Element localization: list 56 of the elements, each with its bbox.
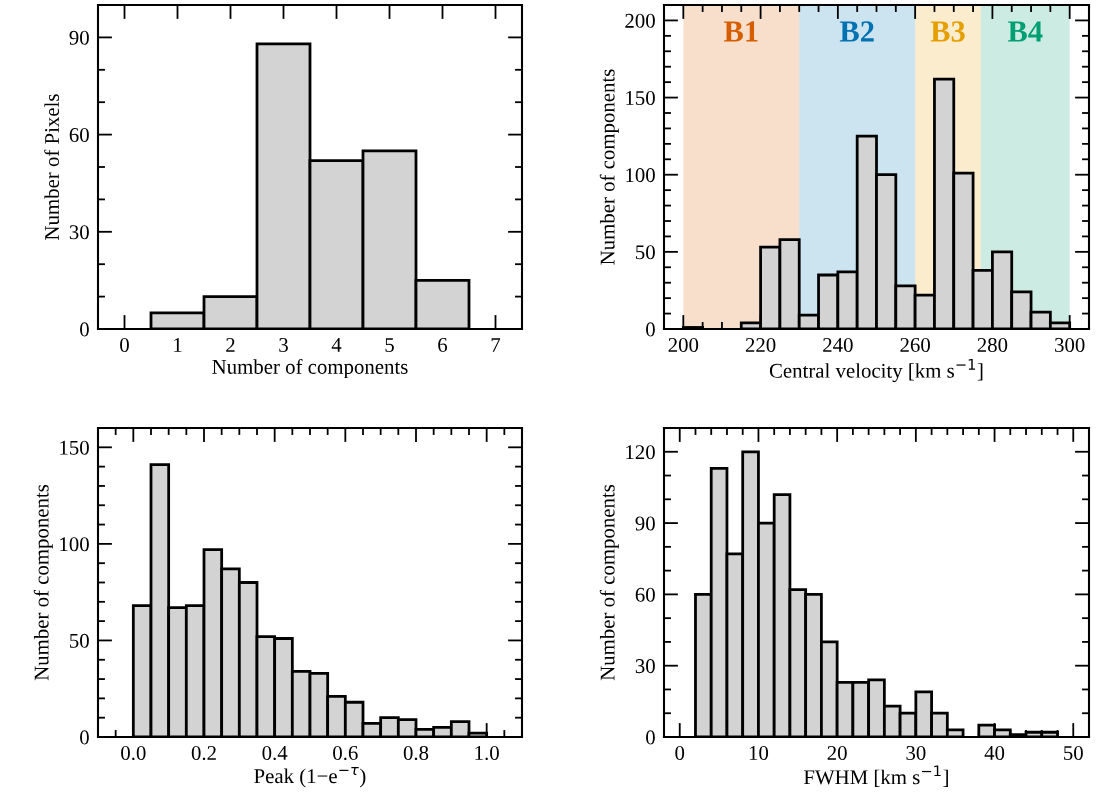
x-tick-label: 50 [1064, 745, 1083, 760]
y-tick-label: 30 [69, 225, 89, 240]
x-axis-title: Peak (1−e$^{−τ}$) [254, 767, 366, 788]
x-tick-label: 220 [745, 337, 776, 352]
x-tick-label: 1 [174, 338, 182, 352]
y-tick-label: 100 [626, 168, 655, 183]
y-tick-label: 90 [635, 516, 655, 531]
x-tick-label: 0.0 [121, 745, 146, 761]
x-tick-label: 0.6 [333, 745, 358, 761]
x-tick-label: 260 [900, 337, 930, 352]
x-tick-label: 40 [984, 745, 1005, 760]
y-axis-title: Number of components [33, 484, 53, 681]
x-tick-label: 5 [385, 338, 394, 352]
band-label: B1 [723, 21, 758, 42]
y-tick-label: 60 [69, 127, 89, 143]
y-tick-label: 60 [635, 587, 655, 602]
x-axis-title: Central velocity [km s$^{−1}$] [769, 359, 983, 383]
y-tick-label: 100 [60, 537, 89, 552]
x-tick-label: 0.8 [403, 745, 429, 761]
x-tick-label: 20 [827, 745, 847, 760]
y-axis-title: Number of components [599, 69, 619, 265]
x-tick-label: 200 [668, 337, 699, 352]
x-tick-label: 7 [491, 338, 501, 352]
y-tick-label: 200 [625, 13, 655, 28]
y-tick-label: 0 [80, 730, 89, 745]
band-label: B4 [1007, 21, 1043, 42]
band-label: B2 [839, 21, 874, 42]
x-tick-label: 10 [749, 745, 769, 760]
x-tick-label: 0 [675, 745, 685, 760]
x-tick-label: 30 [906, 745, 926, 760]
y-tick-label: 0 [646, 322, 655, 337]
y-tick-label: 120 [626, 445, 655, 460]
x-tick-label: 0.4 [262, 745, 288, 761]
y-tick-label: 150 [60, 440, 89, 455]
x-tick-label: 4 [331, 338, 342, 352]
y-tick-label: 50 [636, 245, 655, 260]
x-tick-label: 2 [226, 337, 235, 352]
y-tick-label: 150 [626, 90, 655, 105]
y-axis-title: Number of Pixels [44, 94, 60, 240]
y-tick-label: 90 [69, 30, 89, 45]
band-label: B3 [930, 21, 965, 42]
x-tick-label: 3 [279, 337, 288, 352]
x-axis-title: FWHM [km s$^{−1}$] [803, 765, 948, 787]
y-axis-title: Number of components [599, 484, 619, 681]
x-tick-label: 280 [977, 337, 1008, 352]
y-tick-label: 50 [70, 633, 89, 648]
x-tick-label: 6 [438, 337, 448, 352]
x-tick-label: 0.2 [191, 745, 216, 761]
x-tick-label: 300 [1055, 337, 1085, 352]
x-tick-label: 240 [823, 337, 853, 352]
y-tick-label: 0 [80, 322, 89, 337]
y-tick-label: 30 [635, 659, 655, 674]
y-tick-label: 0 [646, 730, 655, 745]
x-axis-title: Number of components [212, 359, 408, 379]
x-tick-label: 0 [120, 337, 129, 352]
x-tick-label: 1.0 [475, 745, 499, 761]
